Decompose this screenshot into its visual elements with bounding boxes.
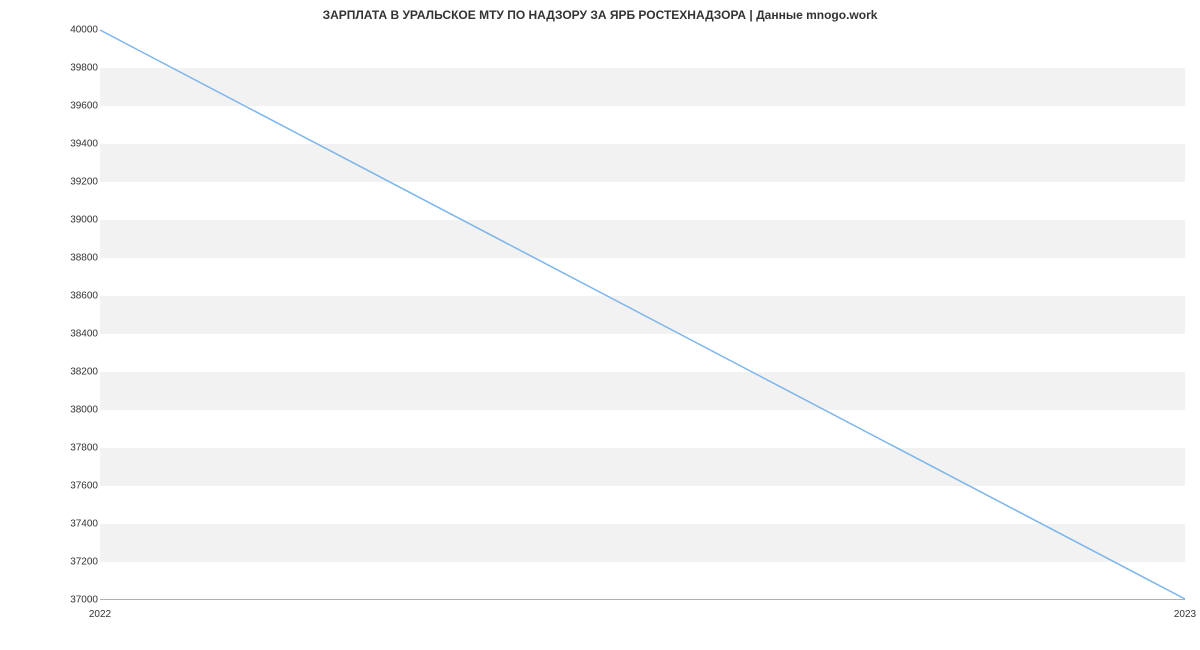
- y-tick-label: 38200: [70, 367, 98, 378]
- series-line: [100, 30, 1185, 599]
- y-tick-label: 38600: [70, 291, 98, 302]
- y-tick-label: 38400: [70, 329, 98, 340]
- y-tick-label: 39000: [70, 215, 98, 226]
- y-tick-label: 39600: [70, 101, 98, 112]
- y-tick-label: 37600: [70, 481, 98, 492]
- chart-container: 37000 37200 37400 37600 37800 38000 38200 38400…: [60, 30, 1185, 620]
- x-tick-label: 2023: [1174, 609, 1196, 620]
- y-tick-label: 38800: [70, 253, 98, 264]
- y-tick-label: 37800: [70, 443, 98, 454]
- y-tick-label: 39400: [70, 139, 98, 150]
- chart-svg: [100, 30, 1185, 599]
- y-tick-label: 37400: [70, 519, 98, 530]
- y-tick-label: 38000: [70, 405, 98, 416]
- chart-title: ЗАРПЛАТА В УРАЛЬСКОЕ МТУ ПО НАДЗОРУ ЗА Я…: [0, 8, 1200, 22]
- y-tick-label: 37000: [70, 595, 98, 606]
- plot-area: [100, 30, 1185, 600]
- x-tick-label: 2022: [89, 609, 111, 620]
- y-tick-label: 40000: [70, 25, 98, 36]
- y-tick-label: 39800: [70, 63, 98, 74]
- y-tick-label: 39200: [70, 177, 98, 188]
- y-tick-label: 37200: [70, 557, 98, 568]
